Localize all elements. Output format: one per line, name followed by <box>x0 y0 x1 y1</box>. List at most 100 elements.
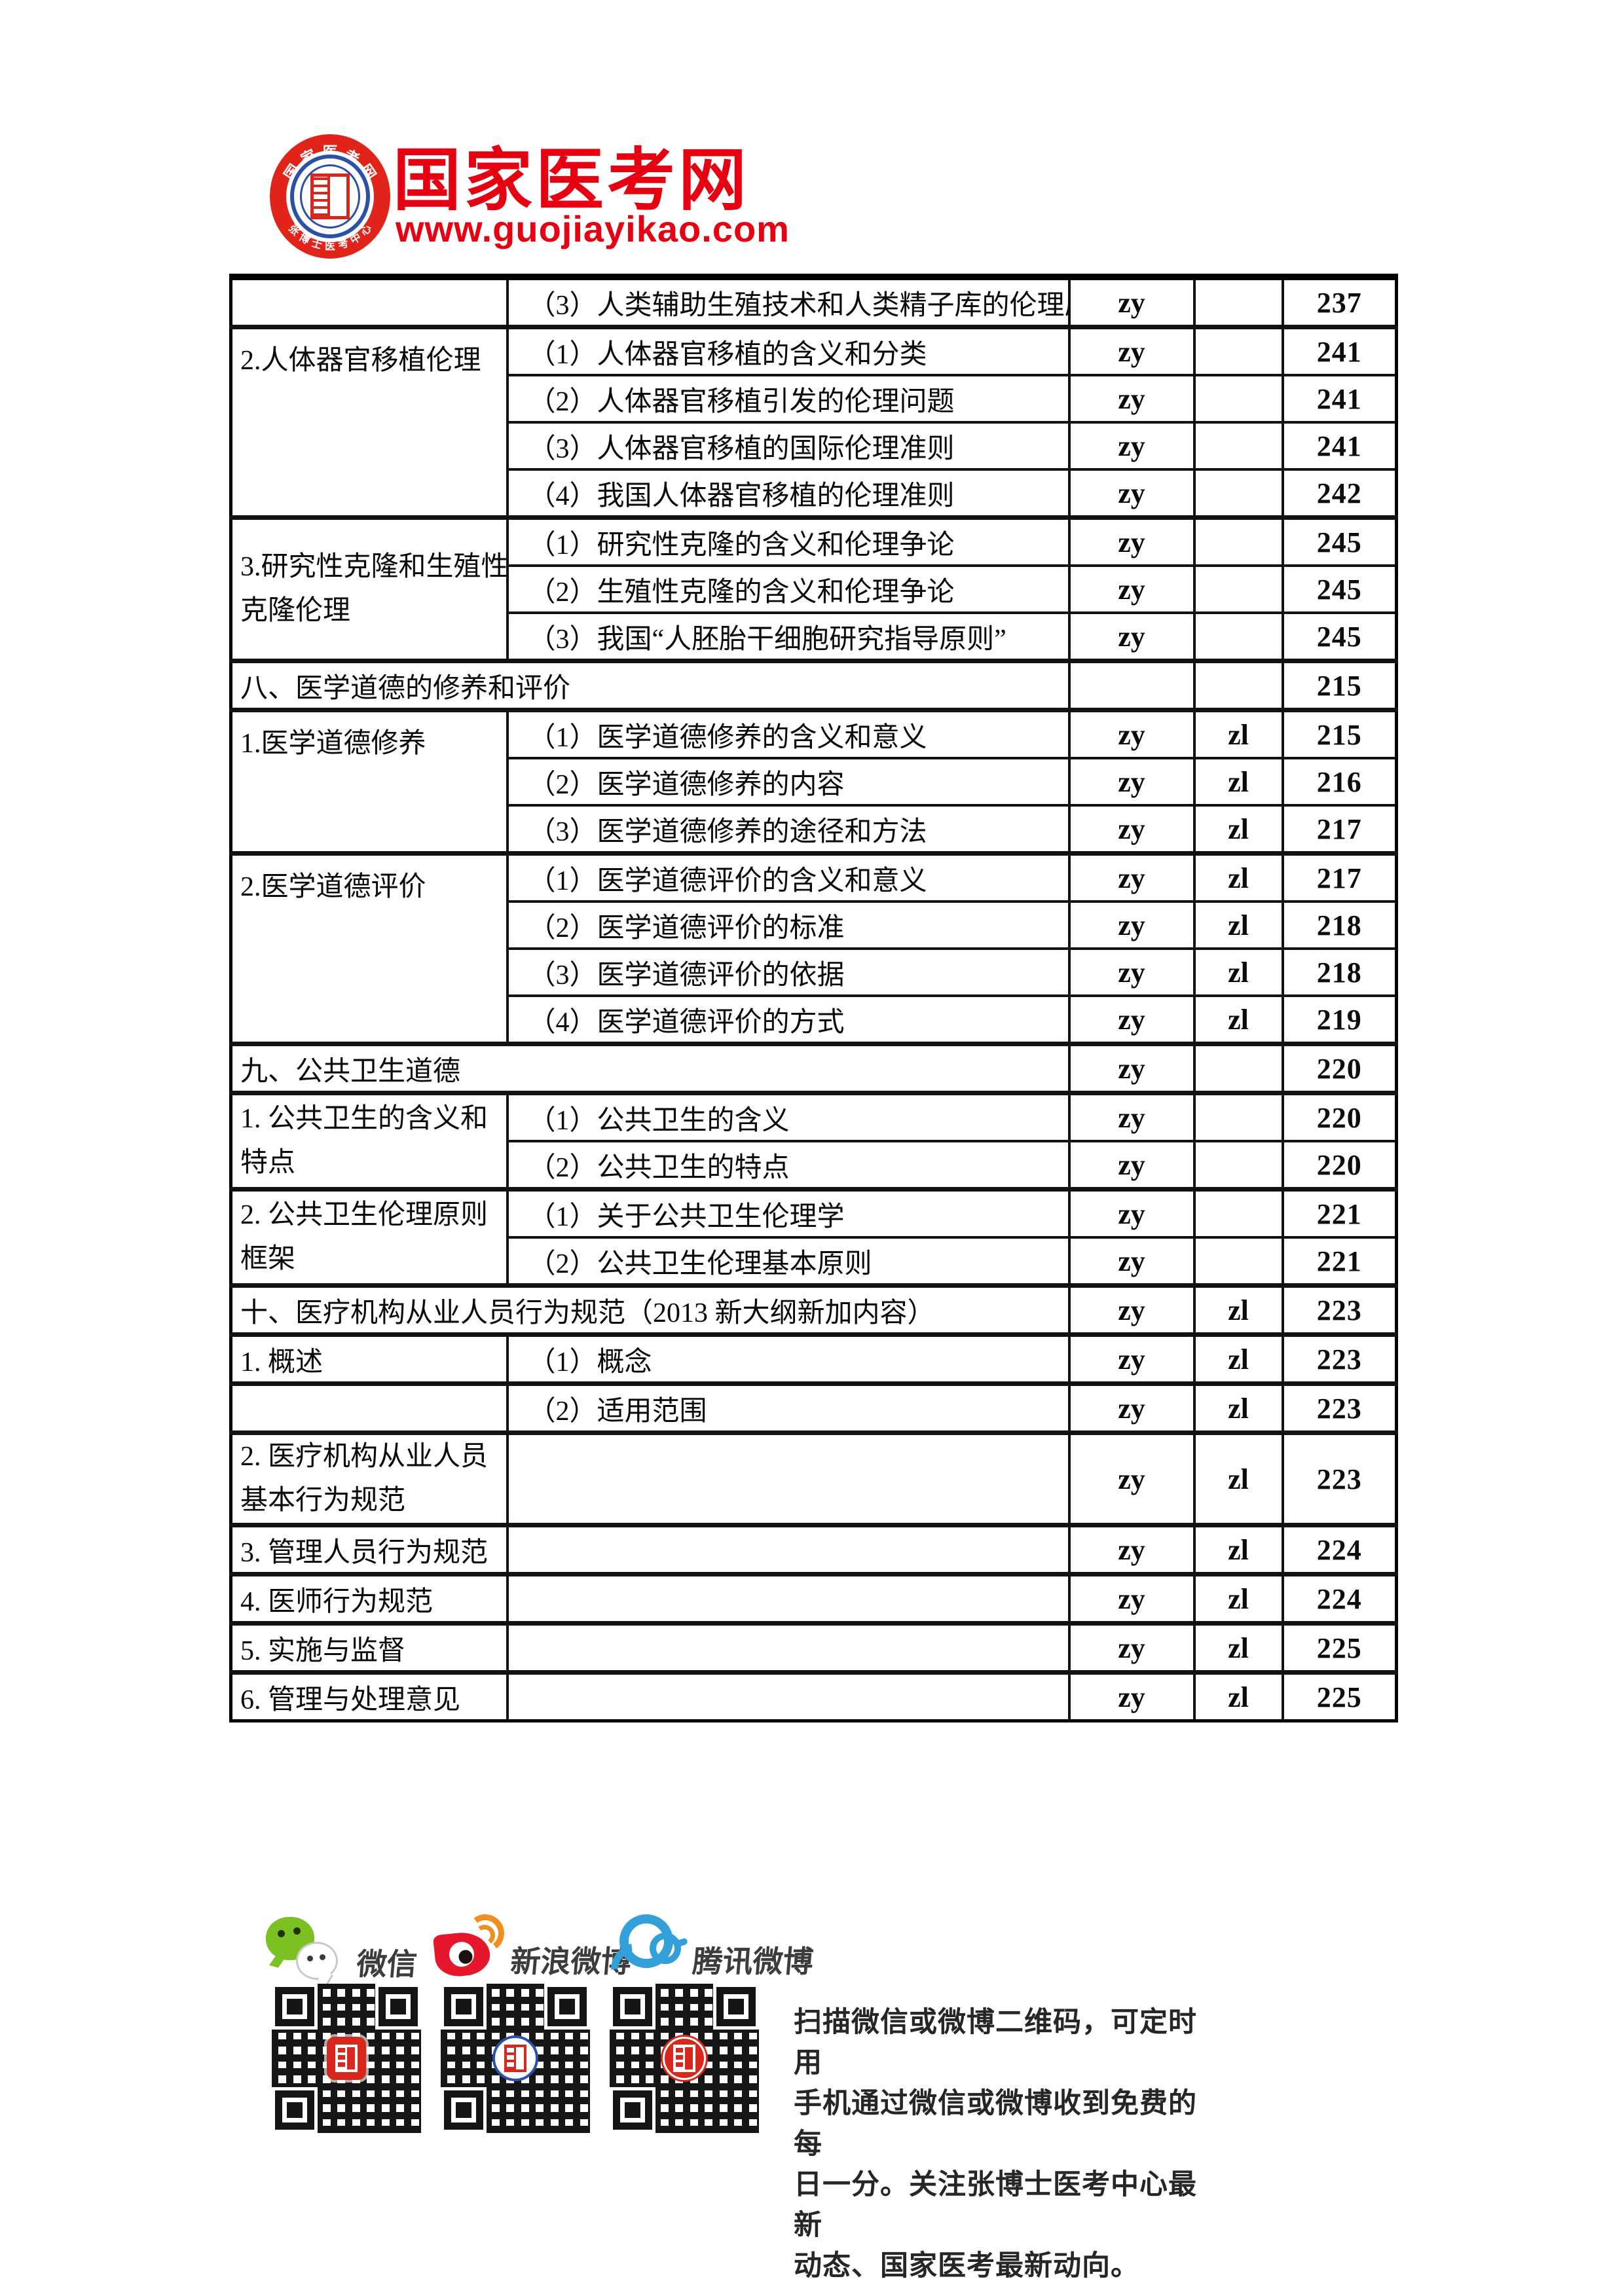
page-cell: 225 <box>1281 1621 1398 1674</box>
zl-cell: zl <box>1192 1523 1284 1576</box>
zy-cell: zy <box>1067 947 1196 997</box>
seal-center-glyph <box>310 173 350 219</box>
toc-row: （2）适用范围 zy zl 223 <box>229 1381 1398 1434</box>
topic-cell: （2）人体器官移植引发的伦理问题 <box>506 374 1071 424</box>
zy-cell: zy <box>1067 468 1196 519</box>
zy-cell: zy <box>1067 1042 1196 1095</box>
category-line: 2. 医疗机构从业人员 <box>240 1442 489 1472</box>
zy-cell: zy <box>1067 1283 1196 1336</box>
toc-row: （4）医学道德评价的方式 zy zl 219 <box>231 994 1398 1046</box>
topic-cell: （2）医学道德修养的内容 <box>506 757 1071 807</box>
toc-row: 1. 概述 （1）概念 zy zl 223 <box>229 1332 1398 1385</box>
topic-cell: （3）人类辅助生殖技术和人类精子库的伦理原则 <box>506 276 1071 329</box>
site-url: www.guojiayikao.com <box>396 208 790 249</box>
toc-table: （3）人类辅助生殖技术和人类精子库的伦理原则 zy 237 2.人体器官移植伦理… <box>229 274 1398 1722</box>
zl-cell: zl <box>1192 708 1284 759</box>
category-cell <box>229 1381 509 1434</box>
page-cell: 224 <box>1281 1523 1398 1576</box>
topic-cell: （4）医学道德评价的方式 <box>506 994 1071 1046</box>
footer-note-line: 扫描微信或微博二维码，可定时用 <box>794 2007 1197 2079</box>
category-line: 特点 <box>240 1148 296 1178</box>
category-cell: 3.研究性克隆和生殖性 克隆伦理 <box>229 515 509 663</box>
toc-row: 2. 公共卫生伦理原则 框架 （1）关于公共卫生伦理学 zy 221 <box>229 1187 1398 1287</box>
zl-cell <box>1192 1187 1284 1239</box>
toc-row: 2.医学道德评价 （1）医学道德评价的含义和意义 zy zl 217 <box>229 851 1398 1046</box>
zl-cell <box>1192 611 1284 663</box>
page-cell: 241 <box>1281 325 1398 376</box>
qr-code-tencent-weibo <box>610 1984 759 2133</box>
topic-cell: （1）医学道德评价的含义和意义 <box>506 851 1071 903</box>
topic-cell <box>506 1430 1071 1527</box>
zy-cell: zy <box>1067 564 1196 614</box>
zy-cell: zy <box>1067 900 1196 950</box>
page-cell: 215 <box>1281 659 1398 712</box>
category-line: 框架 <box>240 1244 296 1274</box>
brand-seal-icon: 国 家 医 考 网 张 博 士 医 考 中 心 <box>270 134 390 259</box>
qr-code-wechat <box>272 1984 421 2133</box>
toc-row: （3）医学道德评价的依据 zy zl 218 <box>231 947 1398 997</box>
zy-cell: zy <box>1067 1236 1196 1287</box>
wechat-icon <box>266 1917 339 1985</box>
zy-cell: zy <box>1067 421 1196 471</box>
topic-cell: （3）人体器官移植的国际伦理准则 <box>506 421 1071 471</box>
tencent-weibo-icon <box>602 1912 689 1993</box>
page-cell: 220 <box>1281 1140 1398 1191</box>
page-cell: 221 <box>1281 1236 1398 1287</box>
topic-cell: （2）适用范围 <box>506 1381 1071 1434</box>
zl-cell: zl <box>1192 1621 1284 1674</box>
zl-cell <box>1192 1042 1284 1095</box>
footer-note-line: 手机通过微信或微博收到免费的每 <box>794 2088 1197 2160</box>
toc-row: （2）医学道德评价的标准 zy zl 218 <box>231 900 1398 950</box>
topic-cell: （2）公共卫生的特点 <box>506 1140 1071 1191</box>
zy-cell: zy <box>1067 1523 1196 1576</box>
zy-cell: zy <box>1067 1670 1196 1722</box>
category-cell: 2. 公共卫生伦理原则 框架 <box>229 1187 509 1287</box>
zl-cell <box>1192 421 1284 471</box>
page-cell: 241 <box>1281 374 1398 424</box>
zy-cell: zy <box>1067 325 1196 376</box>
page-cell: 237 <box>1281 276 1398 329</box>
toc-row: 十、医疗机构从业人员行为规范（2013 新大纲新加内容） zy zl 223 <box>229 1283 1398 1336</box>
toc-row: 九、公共卫生道德 zy 220 <box>229 1042 1398 1095</box>
page-cell: 223 <box>1281 1381 1398 1434</box>
topic-cell: （2）公共卫生伦理基本原则 <box>506 1236 1071 1287</box>
tencent-weibo-label: 腾讯微博 <box>691 1944 815 1978</box>
zy-cell: zy <box>1067 994 1196 1046</box>
zy-cell: zy <box>1067 1381 1196 1434</box>
page-cell: 245 <box>1281 611 1398 663</box>
page-cell: 217 <box>1281 851 1398 903</box>
zl-cell: zl <box>1192 1283 1284 1336</box>
footer-note-line: 日一分。关注张博士医考中心最新 <box>794 2169 1197 2241</box>
page-cell: 223 <box>1281 1430 1398 1527</box>
footer-note-line: 动态、国家医考最新动向。 <box>794 2250 1139 2282</box>
toc-row: 八、医学道德的修养和评价 215 <box>229 659 1398 712</box>
zl-cell <box>1192 564 1284 614</box>
toc-row: （3）人体器官移植的国际伦理准则 zy 241 <box>231 421 1398 471</box>
footer-note: 扫描微信或微博二维码，可定时用 手机通过微信或微博收到免费的每 日一分。关注张博… <box>794 2002 1200 2286</box>
seal-arc-char: 医 <box>324 241 335 252</box>
topic-cell: （1）人体器官移植的含义和分类 <box>506 325 1071 376</box>
toc-row: （2）人体器官移植引发的伦理问题 zy 241 <box>231 374 1398 424</box>
toc-row: （2）生殖性克隆的含义和伦理争论 zy 245 <box>231 564 1398 614</box>
zy-cell: zy <box>1067 757 1196 807</box>
toc-row: （3）我国“人胚胎干细胞研究指导原则” zy 245 <box>231 611 1398 663</box>
page-cell: 245 <box>1281 515 1398 567</box>
topic-cell: （3）医学道德评价的依据 <box>506 947 1071 997</box>
page-cell: 223 <box>1281 1332 1398 1385</box>
zy-cell: zy <box>1067 1572 1196 1625</box>
category-cell: 1. 公共卫生的含义和 特点 <box>229 1091 509 1191</box>
toc-row: 5. 实施与监督 zy zl 225 <box>229 1621 1398 1674</box>
zl-cell: zl <box>1192 900 1284 950</box>
topic-cell: （3）我国“人胚胎干细胞研究指导原则” <box>506 611 1071 663</box>
zl-cell: zl <box>1192 757 1284 807</box>
zl-cell: zl <box>1192 1332 1284 1385</box>
qr-center-logo <box>327 2037 366 2080</box>
toc-row: 6. 管理与处理意见 zy zl 225 <box>229 1670 1398 1722</box>
page-cell: 221 <box>1281 1187 1398 1239</box>
zy-cell: zy <box>1067 1187 1196 1239</box>
zy-cell: zy <box>1067 515 1196 567</box>
category-cell: 4. 医师行为规范 <box>229 1572 509 1625</box>
zl-cell <box>1192 515 1284 567</box>
toc-row: （2）公共卫生的特点 zy 220 <box>231 1140 1398 1191</box>
category-cell: 2.人体器官移植伦理 <box>229 325 509 519</box>
